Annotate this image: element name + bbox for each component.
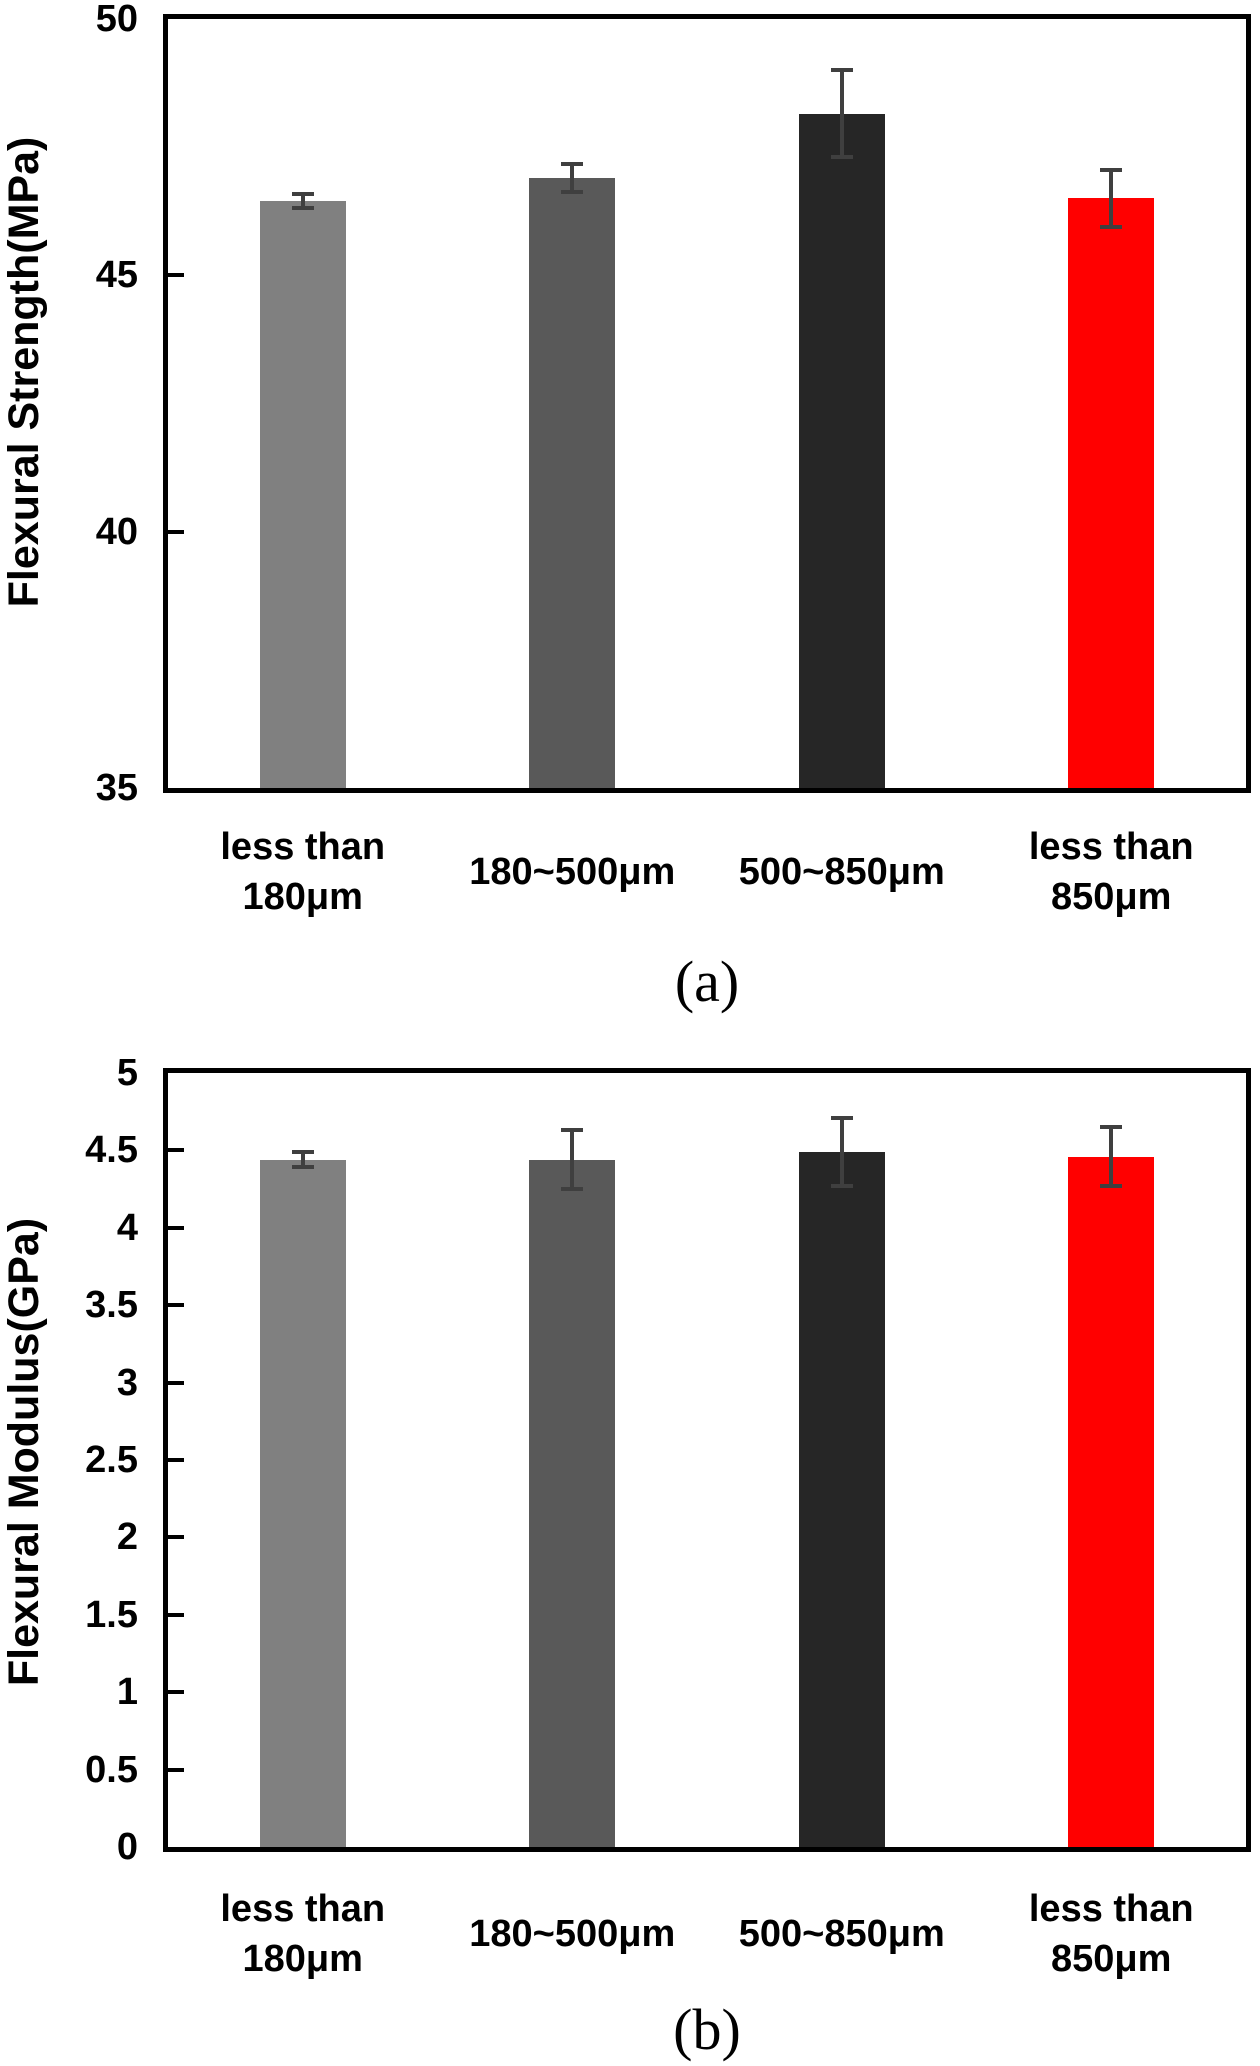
y-tick-label-a: 50	[95, 0, 138, 40]
x-category-label-line: less than	[220, 1888, 386, 1930]
bar-b-1	[259, 1159, 346, 1847]
y-tick-label-b: 0.5	[85, 1748, 138, 1791]
y-tick-b	[168, 1148, 184, 1153]
error-bar-b-2	[570, 1130, 575, 1190]
y-tick-a	[168, 529, 184, 534]
error-cap-top-a-2	[561, 161, 584, 166]
error-cap-bottom-b-4	[1100, 1184, 1123, 1188]
y-axis-title-a: Flexural Strength(MPa)	[0, 136, 48, 608]
bar-b-2	[529, 1159, 616, 1847]
x-category-label-a-4: less than 850μm	[966, 820, 1256, 924]
error-bar-b-1	[300, 1151, 305, 1168]
bar-a-4	[1068, 198, 1155, 788]
error-cap-top-b-4	[1100, 1125, 1123, 1130]
x-category-label-line: less than	[220, 826, 386, 868]
x-category-label-a-3: 500~850μm	[697, 820, 987, 924]
error-cap-bottom-b-2	[561, 1187, 584, 1192]
error-bar-a-3	[839, 70, 844, 158]
bar-a-1	[259, 200, 346, 788]
x-category-label-b-4: less than 850μm	[966, 1882, 1256, 1986]
error-cap-bottom-a-4	[1100, 224, 1123, 229]
error-cap-bottom-b-1	[291, 1165, 314, 1170]
bar-a-2	[529, 177, 616, 788]
error-cap-top-a-1	[291, 192, 314, 197]
error-cap-bottom-a-1	[291, 205, 314, 210]
y-tick-b	[168, 1767, 184, 1772]
error-bar-b-4	[1109, 1127, 1114, 1186]
y-tick-label-b: 1.5	[85, 1593, 138, 1636]
bar-b-3	[798, 1151, 885, 1847]
y-tick-b	[168, 1225, 184, 1230]
y-tick-label-a: 35	[95, 767, 138, 809]
x-category-label-a-1: less than 180μm	[158, 820, 448, 924]
y-tick-label-b: 4.5	[85, 1129, 138, 1172]
y-tick-label-b: 2	[116, 1516, 138, 1559]
y-tick-b	[168, 1380, 184, 1385]
error-cap-top-b-3	[830, 1115, 853, 1120]
x-category-label-b-1: less than 180μm	[158, 1882, 448, 1986]
y-tick-label-b: 3.5	[85, 1284, 138, 1327]
error-cap-bottom-a-2	[561, 190, 584, 195]
y-tick-label-b: 0	[116, 1826, 138, 1868]
subplot-caption-b: (b)	[673, 1997, 741, 2062]
x-category-label-line: 180μm	[242, 1938, 363, 1980]
y-tick-b	[168, 1535, 184, 1540]
error-cap-bottom-a-3	[830, 155, 853, 160]
y-tick-label-b: 4	[116, 1206, 138, 1249]
y-tick-label-b: 3	[116, 1361, 138, 1404]
x-category-label-line: 500~850μm	[738, 1913, 945, 1955]
error-cap-bottom-b-3	[830, 1184, 853, 1188]
error-cap-top-b-1	[291, 1149, 314, 1154]
error-cap-top-a-3	[830, 68, 853, 73]
error-bar-a-4	[1109, 170, 1114, 227]
x-category-label-line: 180μm	[242, 876, 363, 918]
y-tick-label-b: 5	[116, 1052, 138, 1094]
y-tick-label-a: 40	[95, 510, 138, 553]
y-tick-label-b: 2.5	[85, 1439, 138, 1481]
error-bar-b-3	[839, 1117, 844, 1186]
x-category-label-b-2: 180~500μm	[427, 1882, 717, 1986]
y-tick-a	[168, 273, 184, 278]
bar-a-3	[798, 113, 885, 788]
error-cap-top-b-2	[561, 1128, 584, 1133]
x-category-label-b-3: 500~850μm	[697, 1882, 987, 1986]
x-category-label-line: 180~500μm	[469, 1913, 676, 1955]
error-cap-top-a-4	[1100, 168, 1123, 173]
y-tick-b	[168, 1612, 184, 1617]
x-category-label-line: 850μm	[1051, 1938, 1172, 1980]
y-tick-b	[168, 1458, 184, 1462]
y-tick-label-a: 45	[95, 254, 138, 297]
x-category-label-line: less than	[1028, 1888, 1194, 1930]
x-category-label-line: less than	[1028, 826, 1194, 868]
y-tick-b	[168, 1303, 184, 1308]
y-tick-label-b: 1	[116, 1671, 138, 1714]
x-category-label-line: 500~850μm	[738, 851, 945, 893]
error-bar-a-2	[570, 163, 575, 193]
x-category-label-line: 850μm	[1051, 876, 1172, 918]
x-category-label-a-2: 180~500μm	[427, 820, 717, 924]
y-tick-b	[168, 1690, 184, 1695]
error-bar-a-1	[300, 194, 305, 208]
bar-b-4	[1068, 1156, 1155, 1847]
subplot-caption-a: (a)	[674, 949, 740, 1014]
x-category-label-line: 180~500μm	[469, 851, 676, 893]
